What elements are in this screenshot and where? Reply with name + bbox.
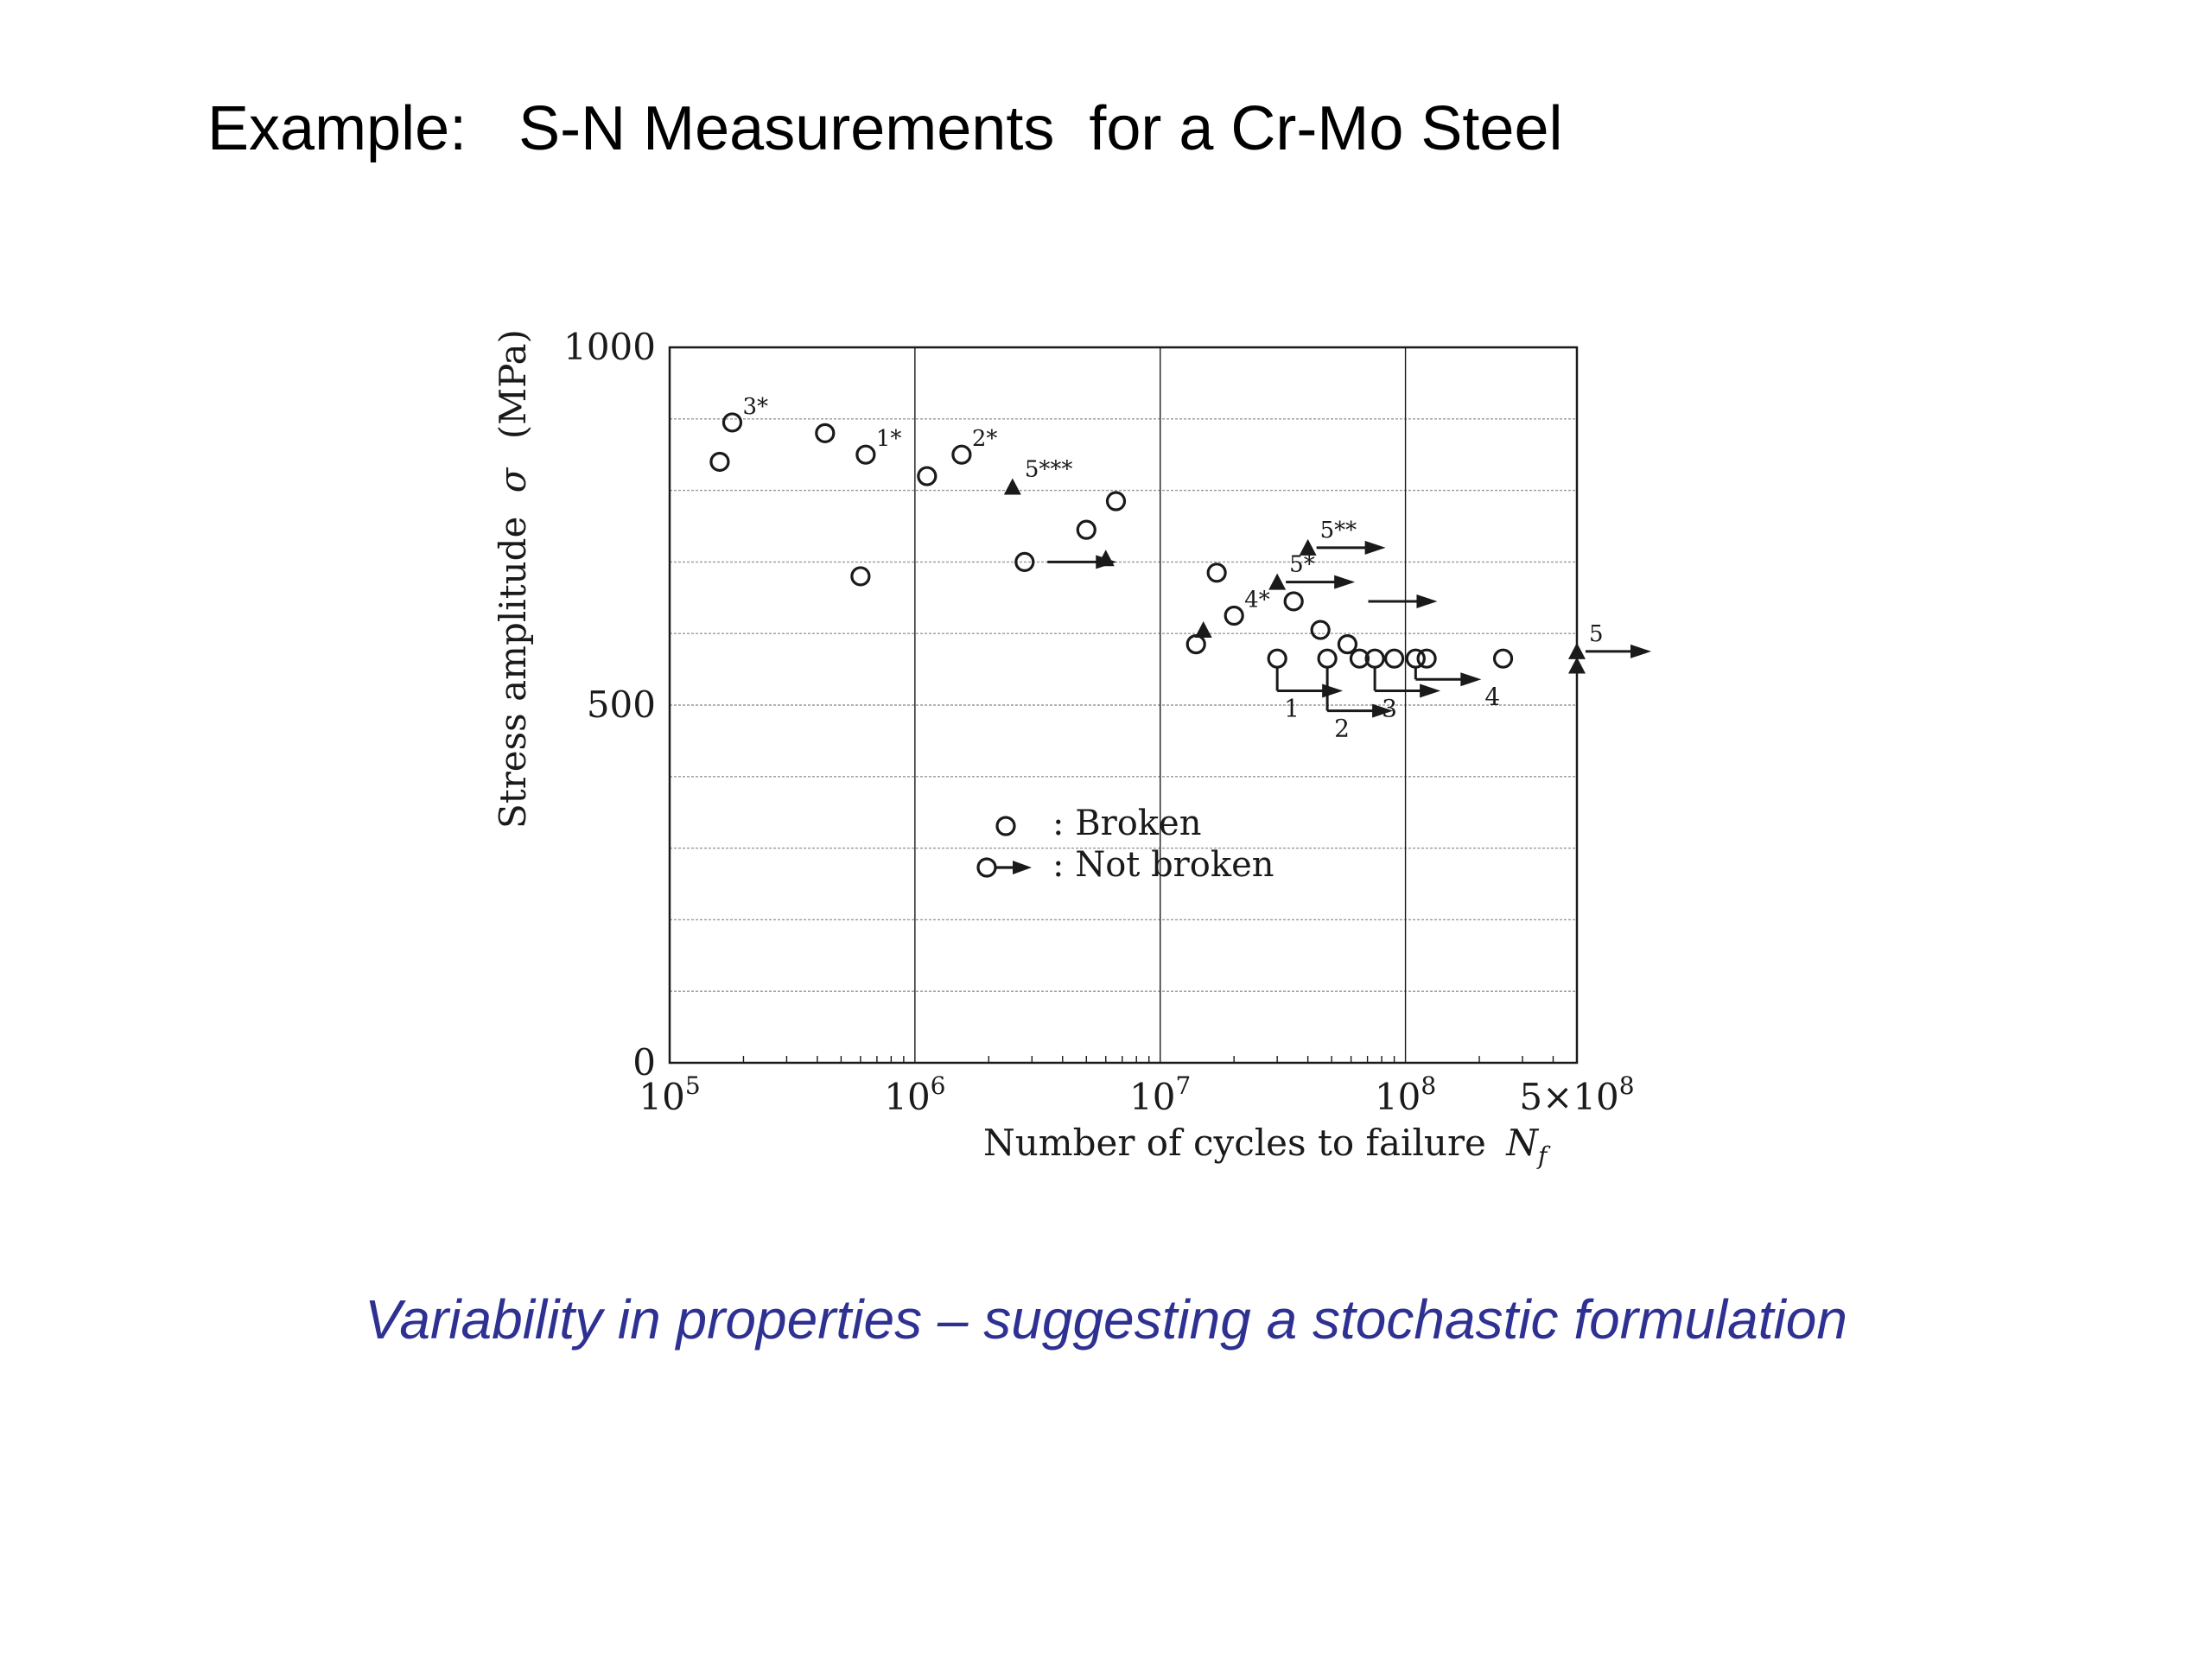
- point-label: 3*: [742, 394, 768, 420]
- broken-point: [1224, 605, 1244, 626]
- runout-arrowhead: [1364, 540, 1386, 555]
- broken-point: [1076, 519, 1096, 540]
- triangle-point: [1568, 657, 1586, 674]
- broken-point: [855, 444, 876, 465]
- x-tick-exponent: 6: [931, 1071, 946, 1100]
- y-tick-label: 500: [587, 683, 656, 726]
- triangle-point: [1299, 538, 1317, 556]
- x-tick-exponent: 8: [1619, 1071, 1635, 1100]
- x-tick-label: 108: [1375, 1071, 1436, 1118]
- legend: : Broken : Not broken: [976, 804, 1274, 885]
- triangle-point: [1268, 573, 1287, 590]
- broken-point: [709, 451, 730, 473]
- runout-label: 2: [1334, 715, 1350, 743]
- point-label: 5*: [1289, 552, 1315, 578]
- plot-frame: [668, 346, 1579, 1065]
- x-tick-exponent: 7: [1176, 1071, 1192, 1100]
- broken-point: [1492, 648, 1514, 669]
- y-axis-symbol: σ: [492, 467, 534, 493]
- x-tick-label: 105: [639, 1071, 700, 1118]
- broken-point: [1349, 648, 1370, 669]
- x-tick-base: 10: [884, 1076, 930, 1118]
- x-tick-base: 10: [1129, 1076, 1175, 1118]
- grid-lines: [670, 347, 1577, 1063]
- point-label: 5**: [1320, 518, 1357, 543]
- x-axis-label-text: Number of cycles to failure: [983, 1122, 1486, 1164]
- x-tick-base: 10: [639, 1076, 684, 1118]
- x-axis-subscript: f: [1536, 1141, 1551, 1170]
- legend-notbroken-arrowhead: [1013, 861, 1032, 874]
- data-marks: 3* 1* 2* 4* 5*** 5**5* 5 1 2 3 4: [709, 394, 1651, 743]
- broken-point: [1337, 634, 1358, 655]
- runout-label: 4: [1484, 683, 1500, 711]
- caption: Variability in properties – suggesting a…: [365, 1288, 1847, 1351]
- broken-point: [1283, 591, 1304, 612]
- triangle-point: [1003, 478, 1021, 495]
- tick-marks: [742, 1056, 1554, 1063]
- broken-point: [1185, 634, 1206, 655]
- broken-point: [721, 412, 743, 433]
- x-tick-exponent: 8: [1421, 1071, 1436, 1100]
- y-axis-unit: (MPa): [492, 329, 534, 439]
- broken-point: [1416, 648, 1437, 669]
- x-tick-mantissa: 5×: [1519, 1076, 1573, 1118]
- triangle-point: [1194, 621, 1212, 639]
- legend-broken-label: : Broken: [1052, 804, 1201, 843]
- y-tick-labels: 0 500 1000: [563, 326, 656, 1084]
- x-tick-base: 10: [1573, 1076, 1618, 1118]
- runout-arrowhead: [1372, 703, 1394, 718]
- broken-point: [1383, 648, 1405, 669]
- slide-title: Example: S-N Measurements for a Cr-Mo St…: [207, 94, 1563, 163]
- runout-arrowhead: [1416, 594, 1438, 608]
- point-label: 2*: [972, 426, 998, 452]
- y-axis-label: Stress amplitude σ (MPa): [492, 329, 534, 829]
- runout-arrowhead: [1460, 672, 1482, 687]
- y-tick-label: 1000: [563, 326, 656, 368]
- runout-label: 1: [1284, 694, 1300, 722]
- point-label: 1*: [876, 426, 902, 452]
- broken-point: [815, 423, 836, 443]
- broken-point: [917, 466, 938, 486]
- runout-arrowhead: [1322, 683, 1344, 698]
- legend-notbroken-label: : Not broken: [1052, 845, 1274, 885]
- broken-point: [850, 566, 871, 587]
- x-tick-label: 5×108: [1519, 1071, 1634, 1118]
- broken-point: [1206, 563, 1227, 583]
- x-tick-label: 107: [1129, 1071, 1191, 1118]
- runout-label: 3: [1382, 694, 1397, 722]
- legend-notbroken-marker: [976, 857, 997, 878]
- point-label: 5: [1589, 621, 1604, 647]
- runout-arrowhead: [1096, 555, 1117, 569]
- broken-point: [1317, 648, 1338, 669]
- point-label: 5***: [1025, 456, 1073, 482]
- legend-broken-marker: [995, 816, 1016, 836]
- x-tick-labels: 105 106 107 108 5×108: [639, 1071, 1634, 1118]
- broken-point: [951, 444, 972, 465]
- x-tick-exponent: 5: [685, 1071, 701, 1100]
- point-label: 4*: [1244, 588, 1270, 613]
- broken-point: [1267, 648, 1287, 669]
- broken-point: [1014, 551, 1035, 572]
- x-tick-label: 106: [884, 1071, 945, 1118]
- broken-point: [1105, 491, 1127, 512]
- x-axis-symbol: N: [1505, 1122, 1539, 1164]
- y-axis-label-text: Stress amplitude: [492, 517, 534, 829]
- runout-arrowhead: [1334, 575, 1356, 589]
- x-axis-label: Number of cycles to failure Nf: [983, 1122, 1551, 1170]
- triangle-point: [1568, 642, 1586, 659]
- broken-point: [1310, 620, 1331, 640]
- runout-arrowhead: [1420, 683, 1441, 698]
- x-tick-base: 10: [1375, 1076, 1421, 1118]
- runout-arrowhead: [1630, 644, 1651, 658]
- y-tick-label: 0: [632, 1041, 656, 1084]
